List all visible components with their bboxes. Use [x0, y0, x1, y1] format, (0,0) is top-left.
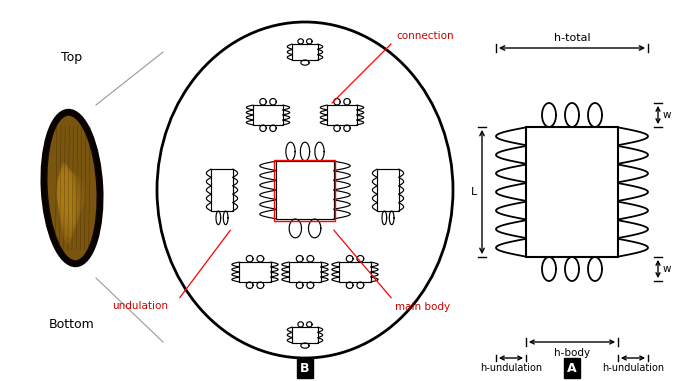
Text: h-undulation: h-undulation: [480, 363, 542, 373]
Ellipse shape: [56, 170, 84, 219]
Text: Top: Top: [62, 51, 83, 64]
Text: B: B: [300, 362, 309, 375]
Text: undulation: undulation: [112, 301, 168, 311]
Bar: [289, 262, 321, 282]
Bar: [253, 105, 283, 125]
Text: main body: main body: [395, 302, 450, 312]
Text: Bottom: Bottom: [49, 319, 95, 331]
Ellipse shape: [157, 22, 453, 358]
Ellipse shape: [57, 168, 82, 226]
Bar: [239, 262, 271, 282]
Bar: [339, 262, 371, 282]
Ellipse shape: [55, 172, 86, 214]
Text: L: L: [470, 187, 477, 197]
Bar: [292, 327, 318, 343]
Ellipse shape: [58, 162, 74, 243]
Bar: [276, 161, 334, 219]
Ellipse shape: [57, 166, 79, 232]
Ellipse shape: [57, 164, 76, 238]
Bar: [211, 169, 233, 211]
Text: h-undulation: h-undulation: [602, 363, 664, 373]
Ellipse shape: [46, 114, 98, 262]
Text: w: w: [663, 264, 671, 274]
Text: A: A: [567, 362, 577, 375]
Bar: [526, 127, 618, 257]
Text: w: w: [663, 110, 671, 120]
Bar: [327, 105, 357, 125]
Bar: [274, 160, 335, 221]
Text: h-total: h-total: [554, 33, 590, 43]
Bar: [292, 44, 318, 60]
Text: connection: connection: [396, 31, 454, 41]
Text: h-body: h-body: [554, 348, 590, 358]
Bar: [377, 169, 399, 211]
